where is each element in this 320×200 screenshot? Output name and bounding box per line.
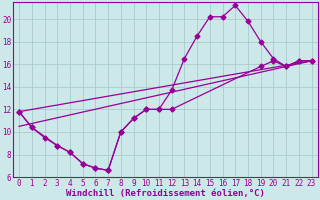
X-axis label: Windchill (Refroidissement éolien,°C): Windchill (Refroidissement éolien,°C) (66, 189, 265, 198)
